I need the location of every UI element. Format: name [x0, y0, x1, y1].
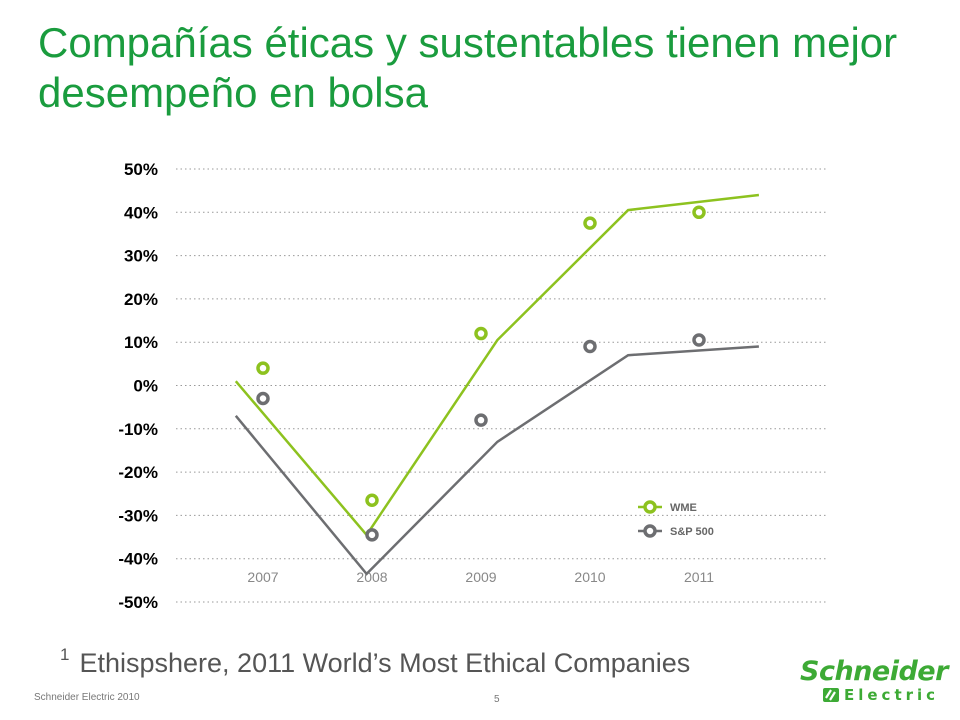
wme-point — [583, 216, 597, 230]
y-tick-label: -50% — [118, 593, 158, 612]
line-chart: 50% 40% 30% 20% 10% 0% -10% -20% -30% -40% -50% 20… — [118, 160, 828, 612]
sp500-point — [583, 339, 597, 354]
sp500-line — [234, 345, 759, 576]
x-tick-label: 2010 — [574, 569, 605, 585]
y-tick-label: -40% — [118, 550, 158, 569]
wme-point — [692, 205, 706, 220]
y-tick-label: 20% — [124, 290, 158, 309]
wme-point — [365, 493, 379, 507]
slide-title: Compañías éticas y sustentables tienen m… — [38, 19, 898, 116]
footnote: 1 Ethispshere, 2011 World’s Most Ethical … — [60, 645, 690, 679]
y-tick-label: 10% — [124, 333, 158, 352]
copyright-text: Schneider Electric 2010 — [34, 692, 140, 703]
sp500-point — [256, 391, 270, 406]
page-number: 5 — [494, 694, 500, 705]
logo-top-text: Schneider — [800, 656, 948, 687]
y-tick-label: -10% — [118, 420, 158, 439]
logo-bottom-text: Electric — [844, 686, 940, 704]
x-tick-label: 2011 — [684, 569, 714, 585]
sp500-point — [474, 413, 488, 427]
legend-swatch-marker-wme — [643, 500, 657, 514]
y-axis-tick-labels: 50% 40% 30% 20% 10% 0% -10% -20% -30% -40% -50% — [118, 160, 158, 612]
sp500-point — [365, 528, 379, 542]
legend-label-sp500: S&P 500 — [670, 526, 714, 538]
x-tick-label: 2009 — [465, 569, 496, 585]
y-tick-label: -30% — [118, 506, 158, 525]
y-tick-label: 30% — [124, 247, 158, 266]
legend-swatch-marker-sp500 — [643, 524, 657, 538]
y-tick-label: 50% — [124, 160, 158, 179]
schneider-electric-logo: Schneider Electric — [800, 656, 950, 716]
legend-label-wme: WME — [670, 502, 697, 514]
series-layer — [234, 193, 760, 576]
y-tick-label: 40% — [124, 203, 158, 222]
schneider-logo-mark-icon — [823, 688, 839, 702]
legend: WME S&P 500 — [638, 500, 714, 538]
wme-point — [256, 361, 270, 375]
grid-lines — [176, 168, 828, 603]
y-tick-label: -20% — [118, 463, 158, 482]
x-tick-label: 2007 — [247, 569, 278, 585]
footnote-text: Ethispshere, 2011 World’s Most Ethical C… — [79, 648, 691, 678]
wme-point — [474, 326, 488, 341]
wme-line — [234, 193, 760, 537]
sp500-point — [692, 333, 706, 347]
y-tick-label: 0% — [133, 377, 158, 396]
x-tick-label: 2008 — [356, 569, 387, 585]
footnote-marker: 1 — [60, 645, 70, 664]
x-axis-tick-labels: 2007 2008 2009 2010 2011 — [247, 569, 714, 585]
